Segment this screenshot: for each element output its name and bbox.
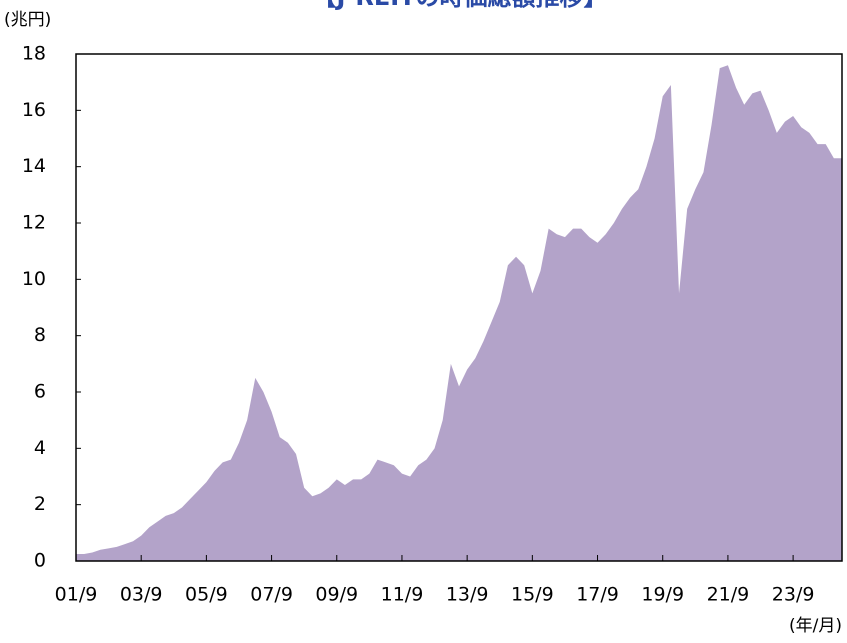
- x-tick-label: 17/9: [576, 584, 619, 606]
- chart-title: 【J-REITの時価総額推移】: [312, 0, 607, 11]
- y-tick-label: 4: [34, 437, 46, 459]
- x-tick-label: 01/9: [55, 584, 98, 606]
- y-tick-label: 0: [34, 550, 46, 572]
- y-tick-label: 14: [22, 155, 46, 177]
- x-tick-label: 21/9: [707, 584, 750, 606]
- x-tick-label: 05/9: [185, 584, 228, 606]
- area: [76, 65, 842, 562]
- y-tick-label: 2: [34, 493, 46, 515]
- y-unit-label: (兆円): [4, 10, 51, 30]
- x-tick-label: 11/9: [381, 584, 424, 606]
- x-tick-label: 23/9: [772, 584, 815, 606]
- y-tick-label: 18: [22, 43, 46, 65]
- y-tick-label: 12: [22, 212, 46, 234]
- x-tick-label: 09/9: [315, 584, 358, 606]
- x-tick-label: 07/9: [250, 584, 293, 606]
- y-tick-label: 10: [22, 268, 46, 290]
- x-unit-label: (年/月): [789, 616, 842, 636]
- y-tick-label: 16: [22, 99, 46, 121]
- y-tick-label: 8: [34, 324, 46, 346]
- plot-frame: [75, 53, 843, 562]
- x-tick-label: 13/9: [446, 584, 489, 606]
- x-tick-label: 03/9: [120, 584, 163, 606]
- x-tick-label: 15/9: [511, 584, 554, 606]
- y-tick-label: 6: [34, 381, 46, 403]
- x-tick-label: 19/9: [641, 584, 684, 606]
